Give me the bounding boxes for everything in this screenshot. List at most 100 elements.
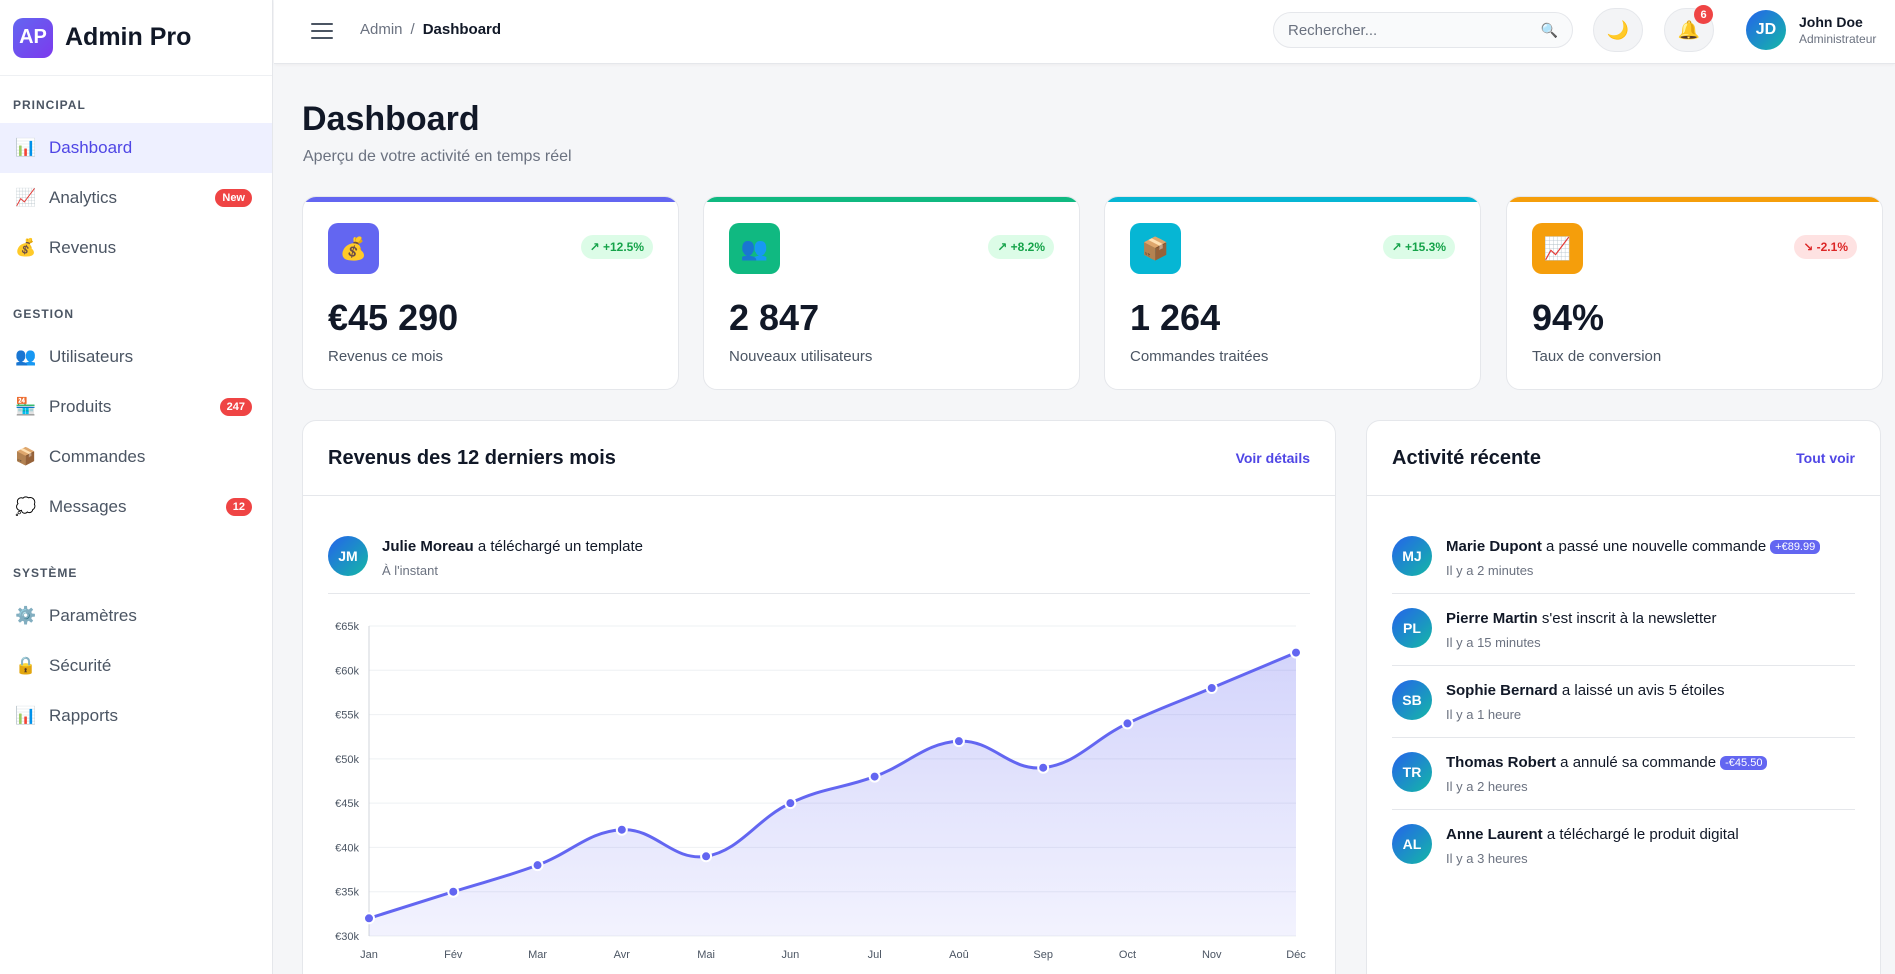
stat-card-accent: [1105, 197, 1480, 202]
activity-user-name: Pierre Martin: [1446, 610, 1538, 627]
activity-list: MJ Marie Dupont a passé une nouvelle comm…: [1367, 496, 1880, 881]
sidebar-item-label: Analytics: [49, 188, 118, 207]
user-menu[interactable]: JD John Doe Administrateur: [1746, 10, 1876, 50]
nav-section-title: SYSTÈME: [13, 566, 78, 580]
x-tick-label: Jan: [360, 949, 378, 961]
nav-section-title: GESTION: [13, 307, 75, 321]
activity-action: a téléchargé un template: [473, 538, 643, 555]
list-item[interactable]: PL Pierre Martin s'est inscrit à la newsl…: [1367, 594, 1880, 665]
list-item[interactable]: TR Thomas Robert a annulé sa commande -€45…: [1367, 738, 1880, 809]
list-item[interactable]: AL Anne Laurent a téléchargé le produit d…: [1367, 810, 1880, 881]
x-tick-label: Déc: [1286, 949, 1306, 961]
sidebar-item-dashboard[interactable]: 📊 Dashboard: [0, 123, 272, 173]
trend-up-icon: 📈: [15, 188, 37, 207]
activity-action: a annulé sa commande: [1556, 754, 1717, 771]
y-tick-label: €30k: [335, 931, 359, 943]
stat-label: Taux de conversion: [1532, 348, 1662, 365]
y-tick-label: €35k: [335, 887, 359, 899]
data-point: [1290, 646, 1302, 659]
avatar: JM: [328, 536, 368, 576]
sidebar-item-commandes[interactable]: 📦 Commandes: [0, 432, 272, 482]
user-avatar: JD: [1746, 10, 1786, 50]
nav-section: PRINCIPAL 📊 Dashboard 📈 Analytics New 💰 Revenus: [0, 76, 272, 279]
sidebar-item-produits[interactable]: 🏪 Produits 247: [0, 382, 272, 432]
breadcrumb-parent[interactable]: Admin: [360, 21, 403, 38]
brand[interactable]: AP Admin Pro: [0, 0, 272, 76]
breadcrumb-separator: /: [410, 21, 415, 38]
x-tick-label: Fév: [444, 949, 463, 961]
divider: [1392, 665, 1855, 666]
avatar: AL: [1392, 824, 1432, 864]
activity-user-name: Anne Laurent: [1446, 826, 1543, 843]
sidebar-item-revenus[interactable]: 💰 Revenus: [0, 223, 272, 273]
data-point: [868, 770, 881, 783]
data-point: [363, 912, 375, 925]
activity-action: a passé une nouvelle commande: [1541, 538, 1767, 555]
nav-badge: 12: [225, 498, 252, 516]
view-details-link[interactable]: Voir détails: [1235, 450, 1310, 466]
data-point: [447, 885, 460, 898]
theme-toggle-button[interactable]: 🌙: [1593, 8, 1643, 52]
activity-time: Il y a 2 heures: [1446, 779, 1528, 794]
sidebar-item-label: Rapports: [49, 706, 118, 725]
gear-icon: ⚙️: [15, 606, 37, 625]
divider: [1392, 737, 1855, 738]
x-tick-label: Jul: [868, 949, 882, 961]
activity-time: Il y a 2 minutes: [1446, 563, 1534, 578]
list-item[interactable]: MJ Marie Dupont a passé une nouvelle comm…: [1367, 536, 1880, 593]
list-item[interactable]: SB Sophie Bernard a laissé un avis 5 étoi…: [1367, 666, 1880, 737]
nav-section-title: PRINCIPAL: [13, 98, 86, 112]
stat-label: Commandes traitées: [1130, 348, 1269, 365]
sidebar-item-securite[interactable]: 🔒 Sécurité: [0, 641, 272, 691]
sidebar-item-utilisateurs[interactable]: 👥 Utilisateurs: [0, 332, 272, 382]
breadcrumb: Admin / Dashboard: [360, 21, 501, 38]
sidebar-item-label: Messages: [49, 497, 127, 516]
sidebar-item-rapports[interactable]: 📊 Rapports: [0, 691, 272, 741]
data-point: [784, 797, 797, 810]
notifications-button[interactable]: 🔔 6: [1664, 5, 1714, 52]
revenue-activity-item: JM Julie Moreau a téléchargé un template…: [303, 496, 1335, 593]
trend-badge: ↗ +12.5%: [580, 235, 653, 259]
sidebar-item-label: Sécurité: [49, 656, 112, 675]
divider: [1392, 593, 1855, 594]
stat-value: 1 264: [1130, 297, 1221, 338]
top-header: Admin / Dashboard 🔍 🌙 🔔 6 JD John Doe Ad…: [274, 0, 1895, 64]
sidebar-item-messages[interactable]: 💭 Messages 12: [0, 482, 272, 532]
sidebar-item-label: Revenus: [49, 238, 117, 257]
package-icon: 📦: [1130, 223, 1181, 274]
nav-badge: 247: [219, 398, 252, 416]
avatar: PL: [1392, 608, 1432, 648]
stat-card[interactable]: 👥 ↗ +8.2% 2 847 Nouveaux utilisateurs: [703, 196, 1080, 390]
sidebar-item-parametres[interactable]: ⚙️ Paramètres: [0, 591, 272, 641]
sidebar-item-label: Dashboard: [49, 138, 133, 157]
data-point: [1205, 682, 1218, 694]
activity-user-name: Sophie Bernard: [1446, 682, 1558, 699]
trend-badge: ↗ +8.2%: [988, 235, 1054, 259]
x-tick-label: Mai: [697, 949, 715, 961]
x-tick-label: Avr: [614, 949, 631, 961]
search-input[interactable]: [1288, 21, 1541, 39]
money-bag-icon: 💰: [328, 223, 379, 274]
search-icon[interactable]: 🔍: [1540, 21, 1558, 38]
money-bag-icon: 💰: [15, 238, 37, 257]
revenue-chart: €30k €35k €40k €45k €50k €55k €60k €65k Jan Fév Ma…: [335, 621, 1306, 961]
nav-section: SYSTÈME ⚙️ Paramètres 🔒 Sécurité 📊 Rapports: [0, 538, 272, 747]
stat-card[interactable]: 📦 ↗ +15.3% 1 264 Commandes traitées: [1104, 196, 1481, 390]
bell-icon: 🔔: [1677, 19, 1701, 40]
trend-badge: ↘ -2.1%: [1794, 235, 1857, 259]
moon-icon: 🌙: [1606, 19, 1630, 40]
stat-card[interactable]: 💰 ↗ +12.5% €45 290 Revenus ce mois: [302, 196, 679, 390]
users-icon: 👥: [15, 347, 37, 366]
sidebar-item-analytics[interactable]: 📈 Analytics New: [0, 173, 272, 223]
stat-card-accent: [1507, 197, 1882, 202]
activity-time: Il y a 1 heure: [1446, 707, 1522, 722]
view-all-link[interactable]: Tout voir: [1796, 450, 1855, 466]
stat-card[interactable]: 📈 ↘ -2.1% 94% Taux de conversion: [1506, 196, 1883, 390]
report-icon: 📊: [15, 706, 37, 725]
activity-time: À l'instant: [382, 563, 438, 578]
data-point: [531, 859, 544, 872]
activity-action: a laissé un avis 5 étoiles: [1557, 682, 1725, 699]
menu-toggle-button[interactable]: [311, 20, 333, 42]
stat-card-accent: [303, 197, 678, 202]
user-role: Administrateur: [1799, 32, 1877, 46]
